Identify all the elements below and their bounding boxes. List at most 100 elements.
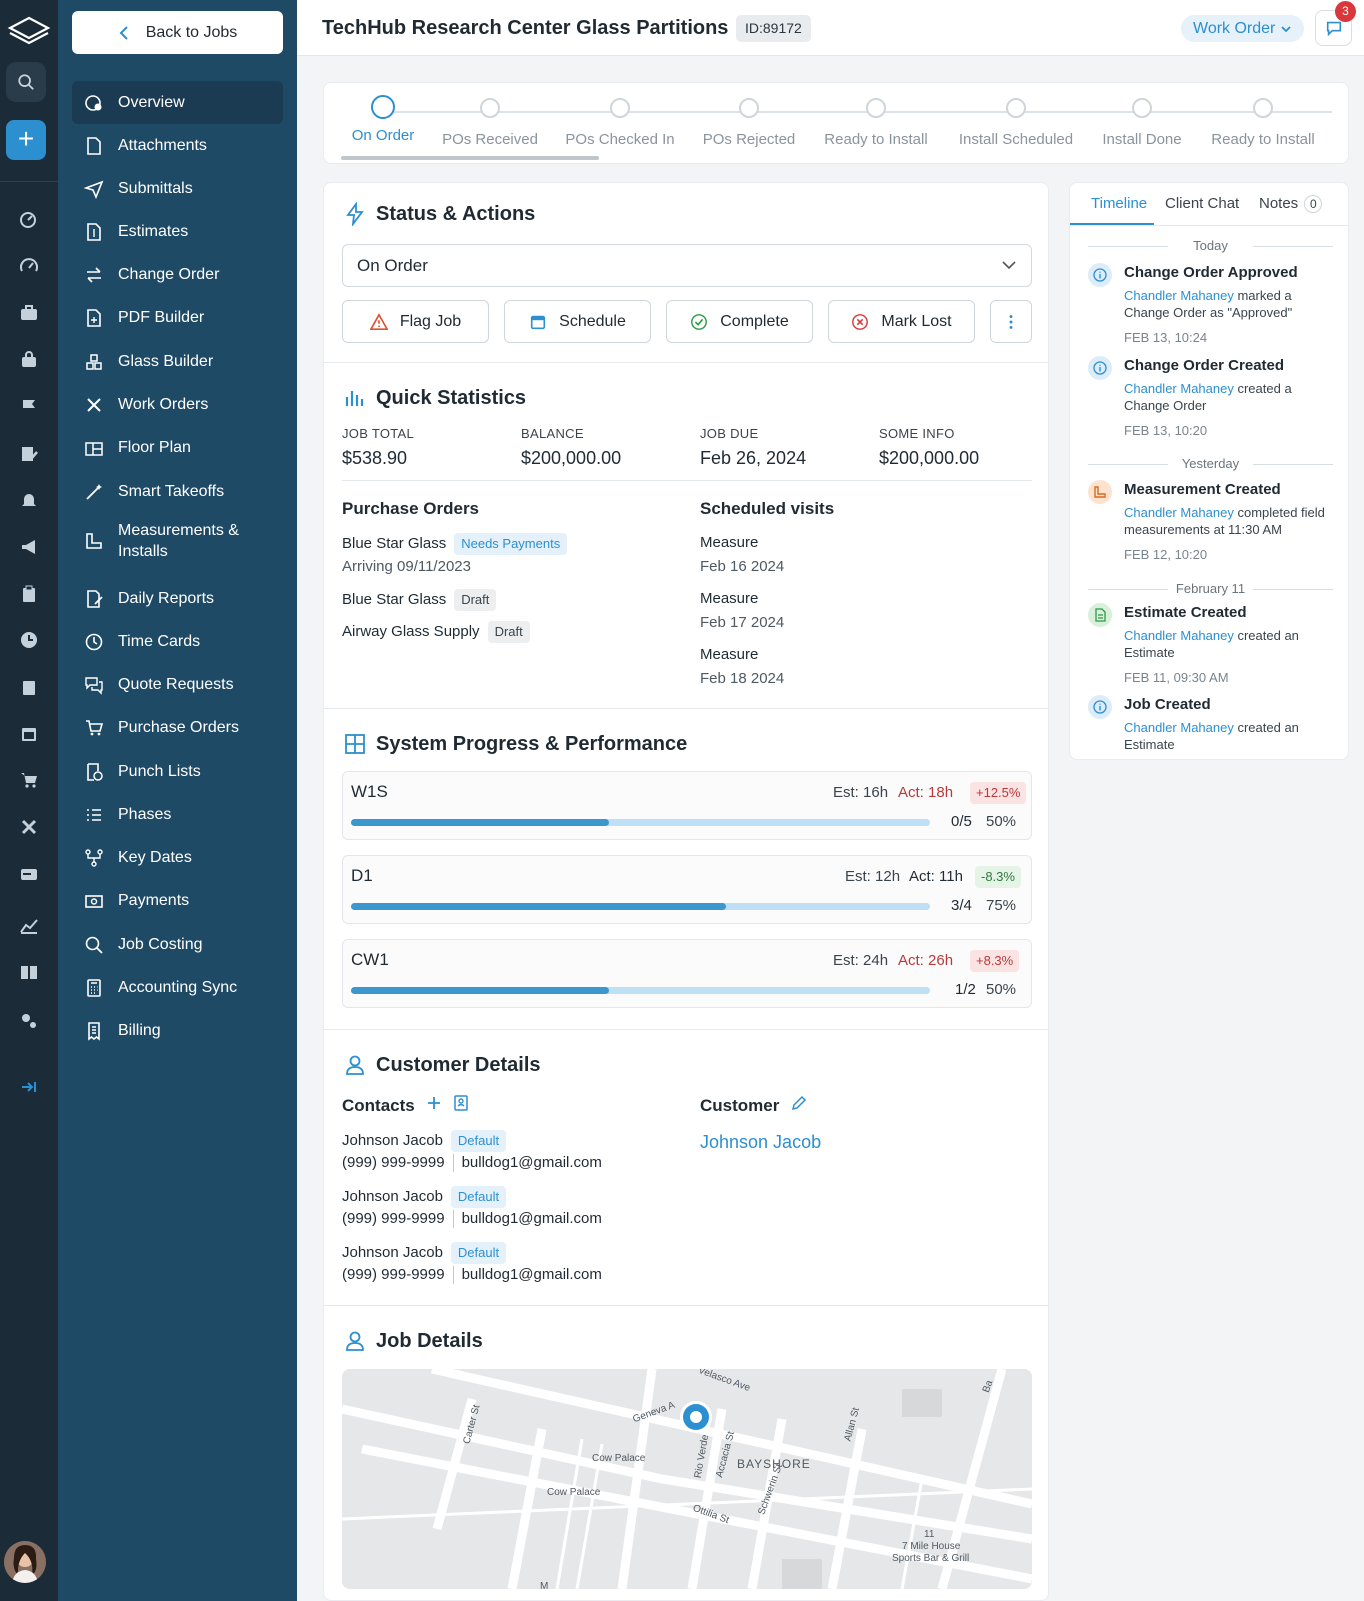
settings-icon[interactable] — [10, 1005, 48, 1037]
system-progress-row[interactable]: W1S Est: 16h Act: 18h +12.5% 0/5 50% — [342, 771, 1032, 840]
megaphone-icon[interactable] — [10, 531, 48, 563]
sidebar-item-smart-takeoffs[interactable]: Smart Takeoffs — [72, 470, 283, 513]
sidebar-item-key-dates[interactable]: Key Dates — [72, 836, 283, 879]
bag-icon[interactable] — [10, 344, 48, 376]
sidebar-item-accounting-sync[interactable]: Accounting Sync — [72, 966, 283, 1009]
card-icon[interactable] — [10, 858, 48, 890]
step-label[interactable]: POs Rejected — [702, 131, 796, 148]
contact-item[interactable]: Johnson Jacob Default — [342, 1130, 507, 1152]
status-select[interactable]: On Order — [342, 244, 1032, 287]
step-dot[interactable] — [480, 98, 500, 118]
step-label[interactable]: Ready to Install — [1211, 131, 1315, 148]
event-user-link[interactable]: Chandler Mahaney — [1124, 288, 1234, 303]
sidebar-item-pdf-builder[interactable]: PDF Builder — [72, 296, 283, 339]
contact-email[interactable]: bulldog1@gmail.com — [461, 1210, 602, 1227]
event-user-link[interactable]: Chandler Mahaney — [1124, 628, 1234, 643]
sidebar-item-daily-reports[interactable]: Daily Reports — [72, 577, 283, 620]
step-dot[interactable] — [610, 98, 630, 118]
system-progress-row[interactable]: CW1 Est: 24h Act: 26h +8.3% 1/2 50% — [342, 939, 1032, 1008]
step-dot[interactable] — [1132, 98, 1152, 118]
step-label[interactable]: Install Done — [1102, 131, 1182, 148]
system-progress-row[interactable]: D1 Est: 12h Act: 11h -8.3% 3/4 75% — [342, 855, 1032, 924]
bell-icon[interactable] — [10, 484, 48, 516]
contact-phone[interactable]: (999) 999-9999 — [342, 1154, 445, 1171]
sidebar-item-overview[interactable]: Overview — [72, 81, 283, 124]
map-canvas[interactable] — [342, 1369, 1032, 1589]
event-user-link[interactable]: Chandler Mahaney — [1124, 720, 1234, 735]
contact-phone[interactable]: (999) 999-9999 — [342, 1210, 445, 1227]
messages-button[interactable] — [1315, 10, 1352, 46]
avatar[interactable] — [4, 1541, 46, 1583]
tab-notes[interactable]: Notes 0 — [1259, 195, 1323, 213]
sidebar-item-change-order[interactable]: Change Order — [72, 253, 283, 296]
contact-email[interactable]: bulldog1@gmail.com — [461, 1154, 602, 1171]
contact-item[interactable]: Johnson Jacob Default — [342, 1186, 507, 1208]
sidebar-item-phases[interactable]: Phases — [72, 793, 283, 836]
po-item[interactable]: Airway Glass Supply Draft — [342, 621, 530, 643]
sidebar-item-billing[interactable]: Billing — [72, 1009, 283, 1052]
contact-email[interactable]: bulldog1@gmail.com — [461, 1266, 602, 1283]
tab-client-chat[interactable]: Client Chat — [1165, 195, 1240, 212]
step-label[interactable]: On Order — [351, 127, 415, 144]
clipboard-icon[interactable] — [10, 578, 48, 610]
step-label[interactable]: POs Received — [442, 131, 538, 148]
step-dot[interactable] — [371, 95, 395, 119]
sidebar-item-work-orders[interactable]: Work Orders — [72, 383, 283, 426]
dashboard-icon[interactable] — [10, 204, 48, 236]
sidebar-item-quote-requests[interactable]: Quote Requests — [72, 663, 283, 706]
event-user-link[interactable]: Chandler Mahaney — [1124, 381, 1234, 396]
step-dot[interactable] — [866, 98, 886, 118]
back-to-jobs-button[interactable]: Back to Jobs — [72, 11, 283, 54]
po-item[interactable]: Blue Star Glass Needs Payments — [342, 533, 568, 555]
sidebar-item-floor-plan[interactable]: Floor Plan — [72, 426, 283, 469]
step-label[interactable]: Ready to Install — [824, 131, 928, 148]
step-dot[interactable] — [739, 98, 759, 118]
customer-link[interactable]: Johnson Jacob — [700, 1132, 822, 1152]
contact-phone[interactable]: (999) 999-9999 — [342, 1266, 445, 1283]
app-logo-icon[interactable] — [6, 14, 52, 48]
clipboard-list-icon[interactable] — [10, 671, 48, 703]
contact-card-icon[interactable] — [452, 1094, 470, 1112]
calendar-icon[interactable] — [10, 718, 48, 750]
sidebar-item-submittals[interactable]: Submittals — [72, 167, 283, 210]
sidebar-item-time-cards[interactable]: Time Cards — [72, 620, 283, 663]
book-icon[interactable] — [10, 956, 48, 988]
expand-sidebar-icon[interactable] — [10, 1071, 48, 1103]
flag-job-button[interactable]: Flag Job — [342, 300, 489, 343]
search-icon[interactable] — [6, 62, 46, 102]
step-dot[interactable] — [1006, 98, 1026, 118]
stepper-scrollbar[interactable] — [341, 156, 599, 160]
step-label[interactable]: Install Scheduled — [958, 131, 1074, 148]
sidebar-item-job-costing[interactable]: Job Costing — [72, 923, 283, 966]
tab-timeline[interactable]: Timeline — [1091, 195, 1148, 212]
step-dot[interactable] — [1253, 98, 1273, 118]
schedule-button[interactable]: Schedule — [504, 300, 651, 343]
po-item[interactable]: Blue Star Glass Draft — [342, 589, 497, 611]
job-map[interactable]: Geneva A Cow Palace Cow Palace BAYSHORE Cart… — [342, 1369, 1032, 1589]
event-user-link[interactable]: Chandler Mahaney — [1124, 505, 1234, 520]
sidebar-item-estimates[interactable]: Estimates — [72, 210, 283, 253]
create-button[interactable]: + — [6, 120, 46, 160]
sidebar-item-glass-builder[interactable]: Glass Builder — [72, 340, 283, 383]
sidebar-item-punch-lists[interactable]: Punch Lists — [72, 750, 283, 793]
work-order-dropdown[interactable]: Work Order — [1181, 15, 1304, 42]
pencil-icon[interactable] — [790, 1094, 808, 1112]
gauge-icon[interactable] — [10, 250, 48, 282]
add-contact-icon[interactable] — [426, 1095, 442, 1111]
sidebar-item-purchase-orders[interactable]: Purchase Orders — [72, 706, 283, 749]
tools-icon[interactable] — [10, 811, 48, 843]
more-actions-button[interactable] — [990, 300, 1032, 343]
sidebar-item-attachments[interactable]: Attachments — [72, 124, 283, 167]
contact-item[interactable]: Johnson Jacob Default — [342, 1242, 507, 1264]
sidebar-item-measurements-installs[interactable]: Measurements & Installs — [72, 513, 283, 568]
sidebar-item-payments[interactable]: Payments — [72, 879, 283, 922]
cart-icon[interactable] — [10, 764, 48, 796]
briefcase-icon[interactable] — [10, 297, 48, 329]
clock-icon[interactable] — [10, 624, 48, 656]
complete-button[interactable]: Complete — [666, 300, 813, 343]
mark-lost-button[interactable]: Mark Lost — [828, 300, 975, 343]
chart-icon[interactable] — [10, 909, 48, 941]
step-label[interactable]: POs Checked In — [565, 131, 675, 148]
edit-icon[interactable] — [10, 438, 48, 470]
flag-icon[interactable] — [10, 391, 48, 423]
